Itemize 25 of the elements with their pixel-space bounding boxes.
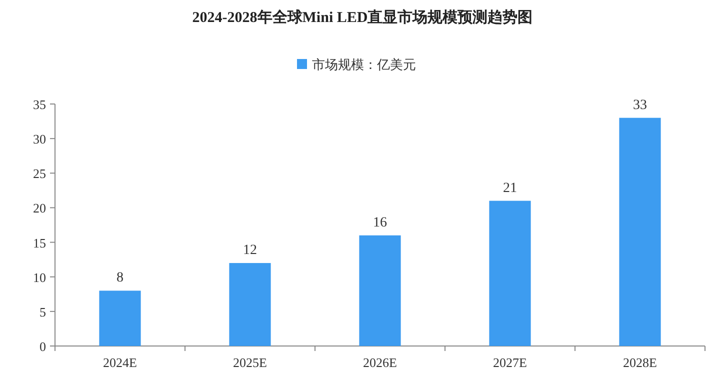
y-tick-label: 5 [40, 304, 46, 320]
x-tick-label: 2024E [103, 355, 138, 370]
data-label: 21 [503, 180, 517, 196]
y-tick-label: 0 [40, 339, 46, 354]
y-tick-label: 20 [33, 200, 46, 216]
bar [359, 235, 401, 346]
chart-title: 2024-2028年全球Mini LED直显市场规模预测趋势图 [192, 8, 533, 26]
bar [229, 263, 271, 346]
x-tick-label: 2028E [623, 355, 658, 370]
data-label: 12 [243, 243, 257, 258]
bar [99, 290, 141, 346]
y-tick-label: 25 [33, 166, 46, 182]
x-tick-label: 2025E [233, 355, 268, 370]
x-tick-label: 2027E [493, 355, 528, 370]
bar [619, 118, 661, 346]
data-label: 33 [633, 98, 647, 113]
y-tick-label: 15 [33, 235, 46, 250]
data-label: 16 [373, 215, 387, 230]
y-tick-label: 35 [33, 97, 46, 112]
x-tick-label: 2026E [363, 355, 398, 370]
legend-label: 市场规模：亿美元 [312, 57, 416, 72]
y-tick-label: 30 [33, 132, 46, 147]
data-label: 8 [116, 270, 124, 286]
y-tick-label: 10 [33, 270, 46, 285]
bar [489, 200, 531, 346]
